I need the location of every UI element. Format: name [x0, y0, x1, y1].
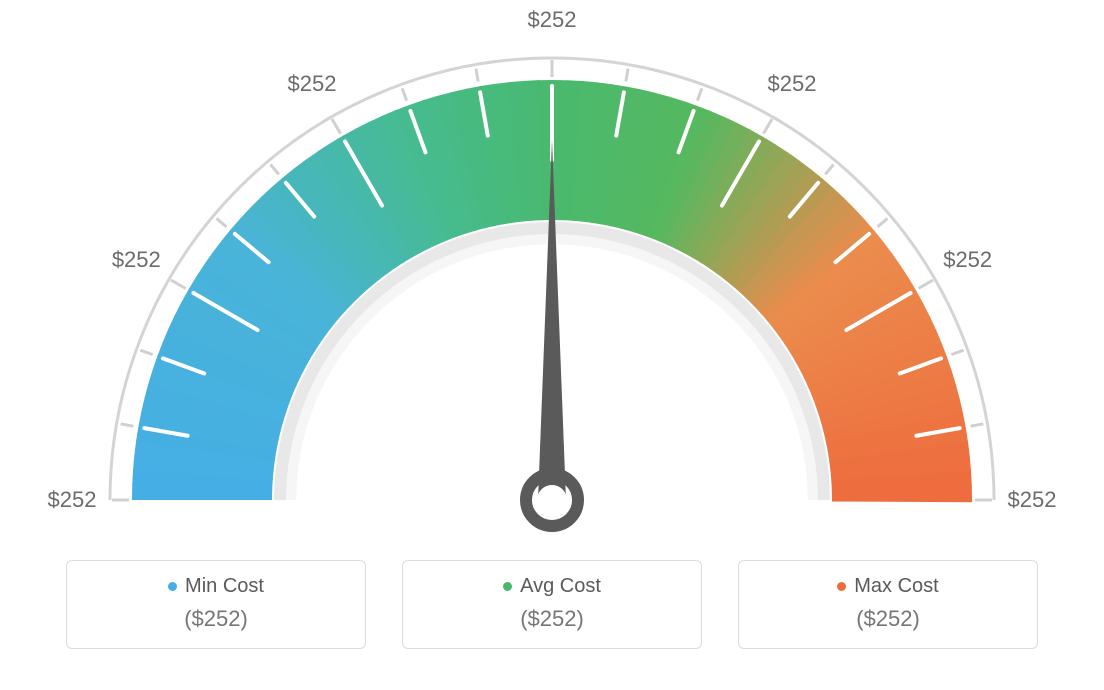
legend-card-max: Max Cost ($252) — [738, 560, 1038, 649]
dot-min-icon — [168, 582, 177, 591]
legend-card-avg: Avg Cost ($252) — [402, 560, 702, 649]
dot-avg-icon — [503, 582, 512, 591]
legend-value-max: ($252) — [739, 606, 1037, 632]
dot-max-icon — [837, 582, 846, 591]
legend-title-avg: Avg Cost — [503, 575, 601, 598]
gauge-tick-label: $252 — [1008, 487, 1057, 513]
gauge-tick-label: $252 — [288, 71, 337, 97]
gauge-tick-label: $252 — [768, 71, 817, 97]
gauge-chart: $252 $252 $252 $252 $252 $252 $252 — [0, 0, 1104, 560]
legend-card-min: Min Cost ($252) — [66, 560, 366, 649]
legend-label-avg: Avg Cost — [520, 575, 601, 598]
legend-title-min: Min Cost — [168, 575, 264, 598]
gauge-tick-label: $252 — [943, 247, 992, 273]
gauge-svg — [0, 0, 1104, 560]
legend-title-max: Max Cost — [837, 575, 938, 598]
gauge-tick-label: $252 — [528, 7, 577, 33]
legend-label-min: Min Cost — [185, 575, 264, 598]
legend-row: Min Cost ($252) Avg Cost ($252) Max Cost… — [0, 560, 1104, 669]
legend-label-max: Max Cost — [854, 575, 938, 598]
legend-value-avg: ($252) — [403, 606, 701, 632]
legend-value-min: ($252) — [67, 606, 365, 632]
gauge-tick-label: $252 — [112, 247, 161, 273]
gauge-tick-label: $252 — [48, 487, 97, 513]
